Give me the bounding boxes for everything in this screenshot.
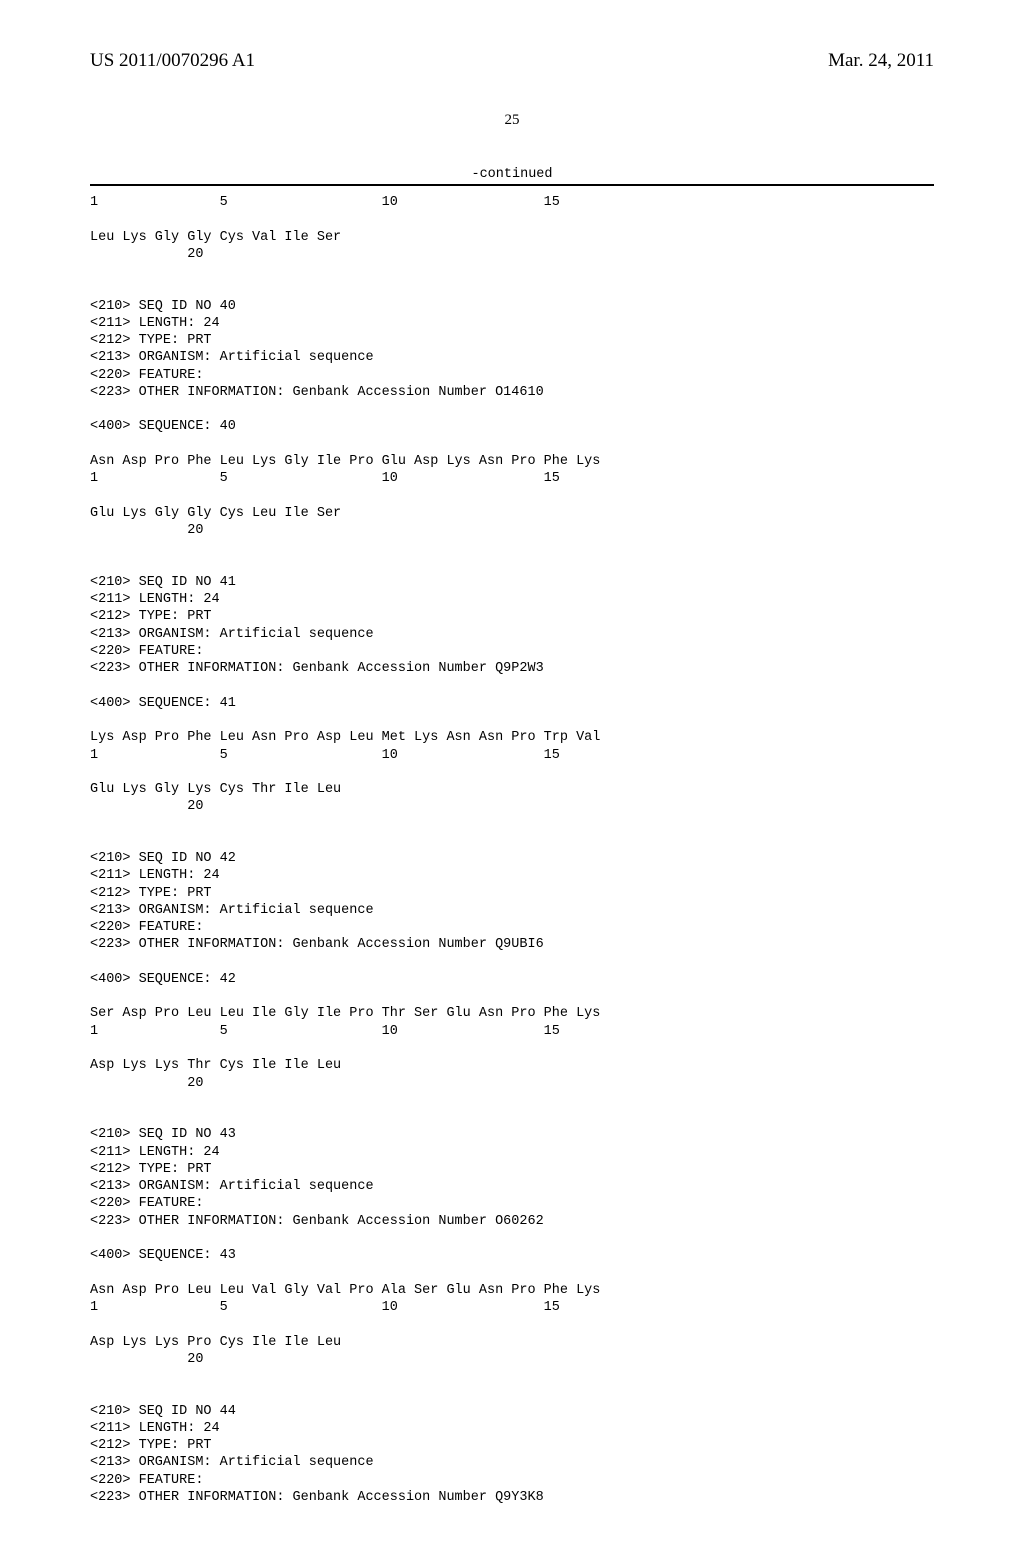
sequence-listing-body: 1 5 10 15 Leu Lys Gly Gly Cys Val Ile Se… — [90, 194, 934, 1506]
header-row: US 2011/0070296 A1 Mar. 24, 2011 — [90, 50, 934, 72]
publication-number: US 2011/0070296 A1 — [90, 50, 255, 72]
page-number: 25 — [90, 112, 934, 129]
continued-label: -continued — [90, 167, 934, 182]
publication-date: Mar. 24, 2011 — [828, 50, 934, 72]
horizontal-rule — [90, 184, 934, 186]
